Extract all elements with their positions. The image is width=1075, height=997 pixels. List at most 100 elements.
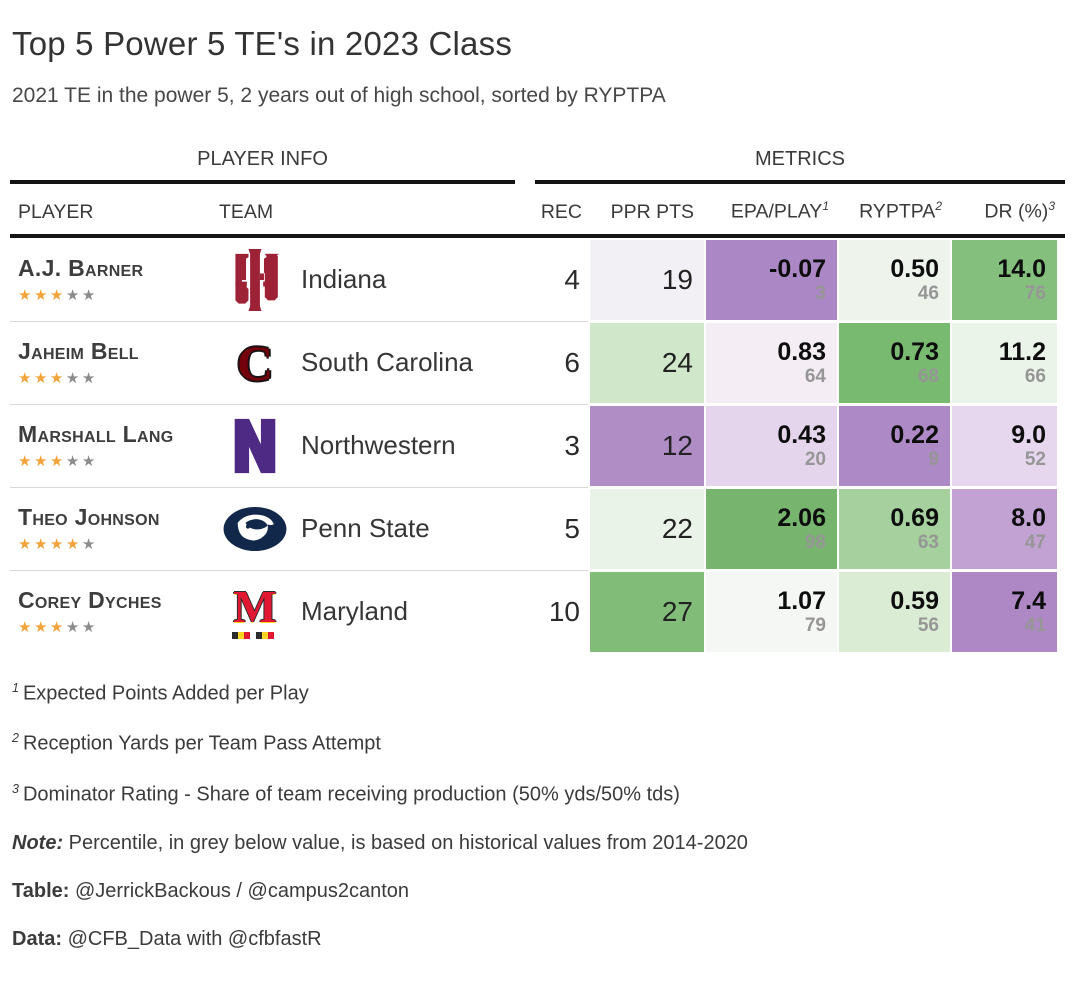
footnote-3: 3 Dominator Rating - Share of team receiv… (12, 781, 680, 806)
star-rating: ★★★★★ (18, 620, 98, 635)
source-note-1: Note: Percentile, in grey below value, i… (12, 832, 748, 855)
star-empty-icon: ★ (81, 452, 98, 470)
team-logo-indiana-icon (224, 248, 286, 311)
ppr-pts-cell: 22 (588, 488, 704, 569)
metric-percentile: 68 (917, 365, 939, 387)
star-rating: ★★★★★ (18, 371, 98, 386)
dr-pct-cell: 8.0 47 (950, 488, 1057, 569)
metric-percentile: 47 (1024, 531, 1046, 553)
player-name: A.J. Barner (18, 254, 144, 281)
ppr-pts-cell: 12 (588, 405, 704, 486)
table-row: Corey Dyches ★★★★★ M Maryland 10 27 1.07 79 0.59… (10, 571, 1065, 652)
rec-value: 5 (564, 512, 580, 544)
team-name: Indiana (301, 264, 387, 294)
metric-percentile: 56 (917, 614, 939, 636)
metric-value: 0.69 (890, 504, 939, 533)
group-player-info: PLAYER INFO (197, 148, 328, 170)
star-filled-icon: ★ (33, 369, 50, 387)
footnote-superscript: 2 (12, 731, 19, 746)
star-filled-icon: ★ (49, 286, 66, 304)
metric-value: 0.43 (777, 421, 826, 450)
ryptpa-cell: 0.69 63 (837, 488, 950, 569)
metric-percentile: 98 (804, 531, 826, 553)
star-empty-icon: ★ (81, 535, 98, 553)
player-info-underline (10, 180, 515, 184)
epa-play-cell: -0.07 3 (704, 239, 837, 320)
ppr-pts-cell: 24 (588, 322, 704, 403)
team-logo-northwestern-icon (224, 415, 286, 477)
player-cell: A.J. Barner ★★★★★ (10, 240, 215, 320)
star-rating: ★★★★★ (18, 454, 98, 469)
metric-value: 11.2 (998, 338, 1046, 367)
star-filled-icon: ★ (33, 618, 50, 636)
note-label: Data: (12, 928, 63, 951)
epa-play-cell: 0.43 20 (704, 405, 837, 486)
table-row: A.J. Barner ★★★★★ Indiana 4 19 -0.07 3 0.50 46 14… (10, 239, 1065, 322)
ryptpa-cell: 0.50 46 (837, 239, 950, 320)
metric-value: 7.4 (1011, 587, 1046, 616)
team-logo-maryland-icon: M (224, 581, 286, 643)
source-note-3: Data: @CFB_Data with @cfbfastR (12, 928, 322, 951)
table-body: A.J. Barner ★★★★★ Indiana 4 19 -0.07 3 0.50 46 14… (10, 239, 1065, 652)
page-subtitle: 2021 TE in the power 5, 2 years out of h… (12, 84, 666, 107)
star-filled-icon: ★ (49, 535, 66, 553)
footnote-superscript: 1 (12, 680, 19, 695)
team-logo-cell: C (215, 323, 295, 403)
footnote-marker-1: 1 (822, 199, 829, 213)
star-filled-icon: ★ (18, 452, 34, 470)
star-filled-icon: ★ (49, 452, 66, 470)
player-cell: Marshall Lang ★★★★★ (10, 406, 215, 486)
rec-value: 10 (548, 595, 580, 627)
star-empty-icon: ★ (81, 618, 98, 636)
metric-percentile: 20 (804, 448, 826, 470)
metric-percentile: 46 (917, 282, 939, 304)
metric-value: 8.0 (1011, 504, 1046, 533)
team-name: Northwestern (301, 430, 456, 460)
star-filled-icon: ★ (18, 535, 34, 553)
star-filled-icon: ★ (65, 535, 82, 553)
player-cell: Jaheim Bell ★★★★★ (10, 323, 215, 403)
star-filled-icon: ★ (18, 618, 34, 636)
group-underlines (10, 180, 1065, 184)
player-name: Theo Johnson (18, 503, 160, 530)
star-filled-icon: ★ (18, 369, 34, 387)
star-empty-icon: ★ (65, 618, 82, 636)
team-logo-cell (215, 240, 295, 320)
ppr-pts-cell: 27 (588, 571, 704, 652)
star-empty-icon: ★ (81, 369, 98, 387)
note-label: Table: (12, 880, 70, 903)
team-logo-pennstate-icon (223, 498, 287, 560)
metric-value: 9.0 (1011, 421, 1046, 450)
star-empty-icon: ★ (65, 286, 82, 304)
team-name: Penn State (301, 513, 430, 543)
star-rating: ★★★★★ (18, 537, 98, 552)
metric-value: 2.06 (777, 504, 826, 533)
col-header-dr-pct: DR (%)3 (984, 199, 1055, 223)
footnotes: 1 Expected Points Added per Play 2 Receptio… (12, 680, 1065, 951)
col-header-epa-play: EPA/PLAY1 (730, 199, 829, 223)
team-logo-southcarolina-icon: C (236, 334, 274, 391)
team-logo-cell (215, 489, 295, 569)
star-empty-icon: ★ (65, 452, 82, 470)
table-row: Theo Johnson ★★★★★ Penn State 5 22 2.06 98 0.69… (10, 488, 1065, 571)
ryptpa-cell: 0.22 9 (837, 405, 950, 486)
group-metrics: METRICS (755, 148, 845, 170)
metric-percentile: 3 (815, 282, 826, 304)
col-header-player: PLAYER (18, 200, 94, 223)
metric-percentile: 64 (804, 365, 826, 387)
ryptpa-cell: 0.59 56 (837, 571, 950, 652)
rec-value: 3 (564, 429, 580, 461)
player-name: Corey Dyches (18, 586, 162, 613)
team-logo-cell: M (215, 572, 295, 652)
metric-percentile: 41 (1024, 614, 1046, 636)
metric-value: 0.73 (890, 338, 939, 367)
table-row: Jaheim Bell ★★★★★ C South Carolina 6 24 0.83 64… (10, 322, 1065, 405)
player-cell: Corey Dyches ★★★★★ (10, 572, 215, 652)
footnote-superscript: 3 (12, 781, 19, 796)
star-filled-icon: ★ (18, 286, 34, 304)
metric-percentile: 63 (917, 531, 939, 553)
footnote-2: 2 Reception Yards per Team Pass Attempt (12, 731, 381, 755)
col-header-team: TEAM (219, 200, 274, 223)
epa-play-cell: 0.83 64 (704, 322, 837, 403)
column-header-row: PLAYER TEAM REC PPR PTS EPA/PLAY1 RYPTPA… (10, 199, 1065, 224)
